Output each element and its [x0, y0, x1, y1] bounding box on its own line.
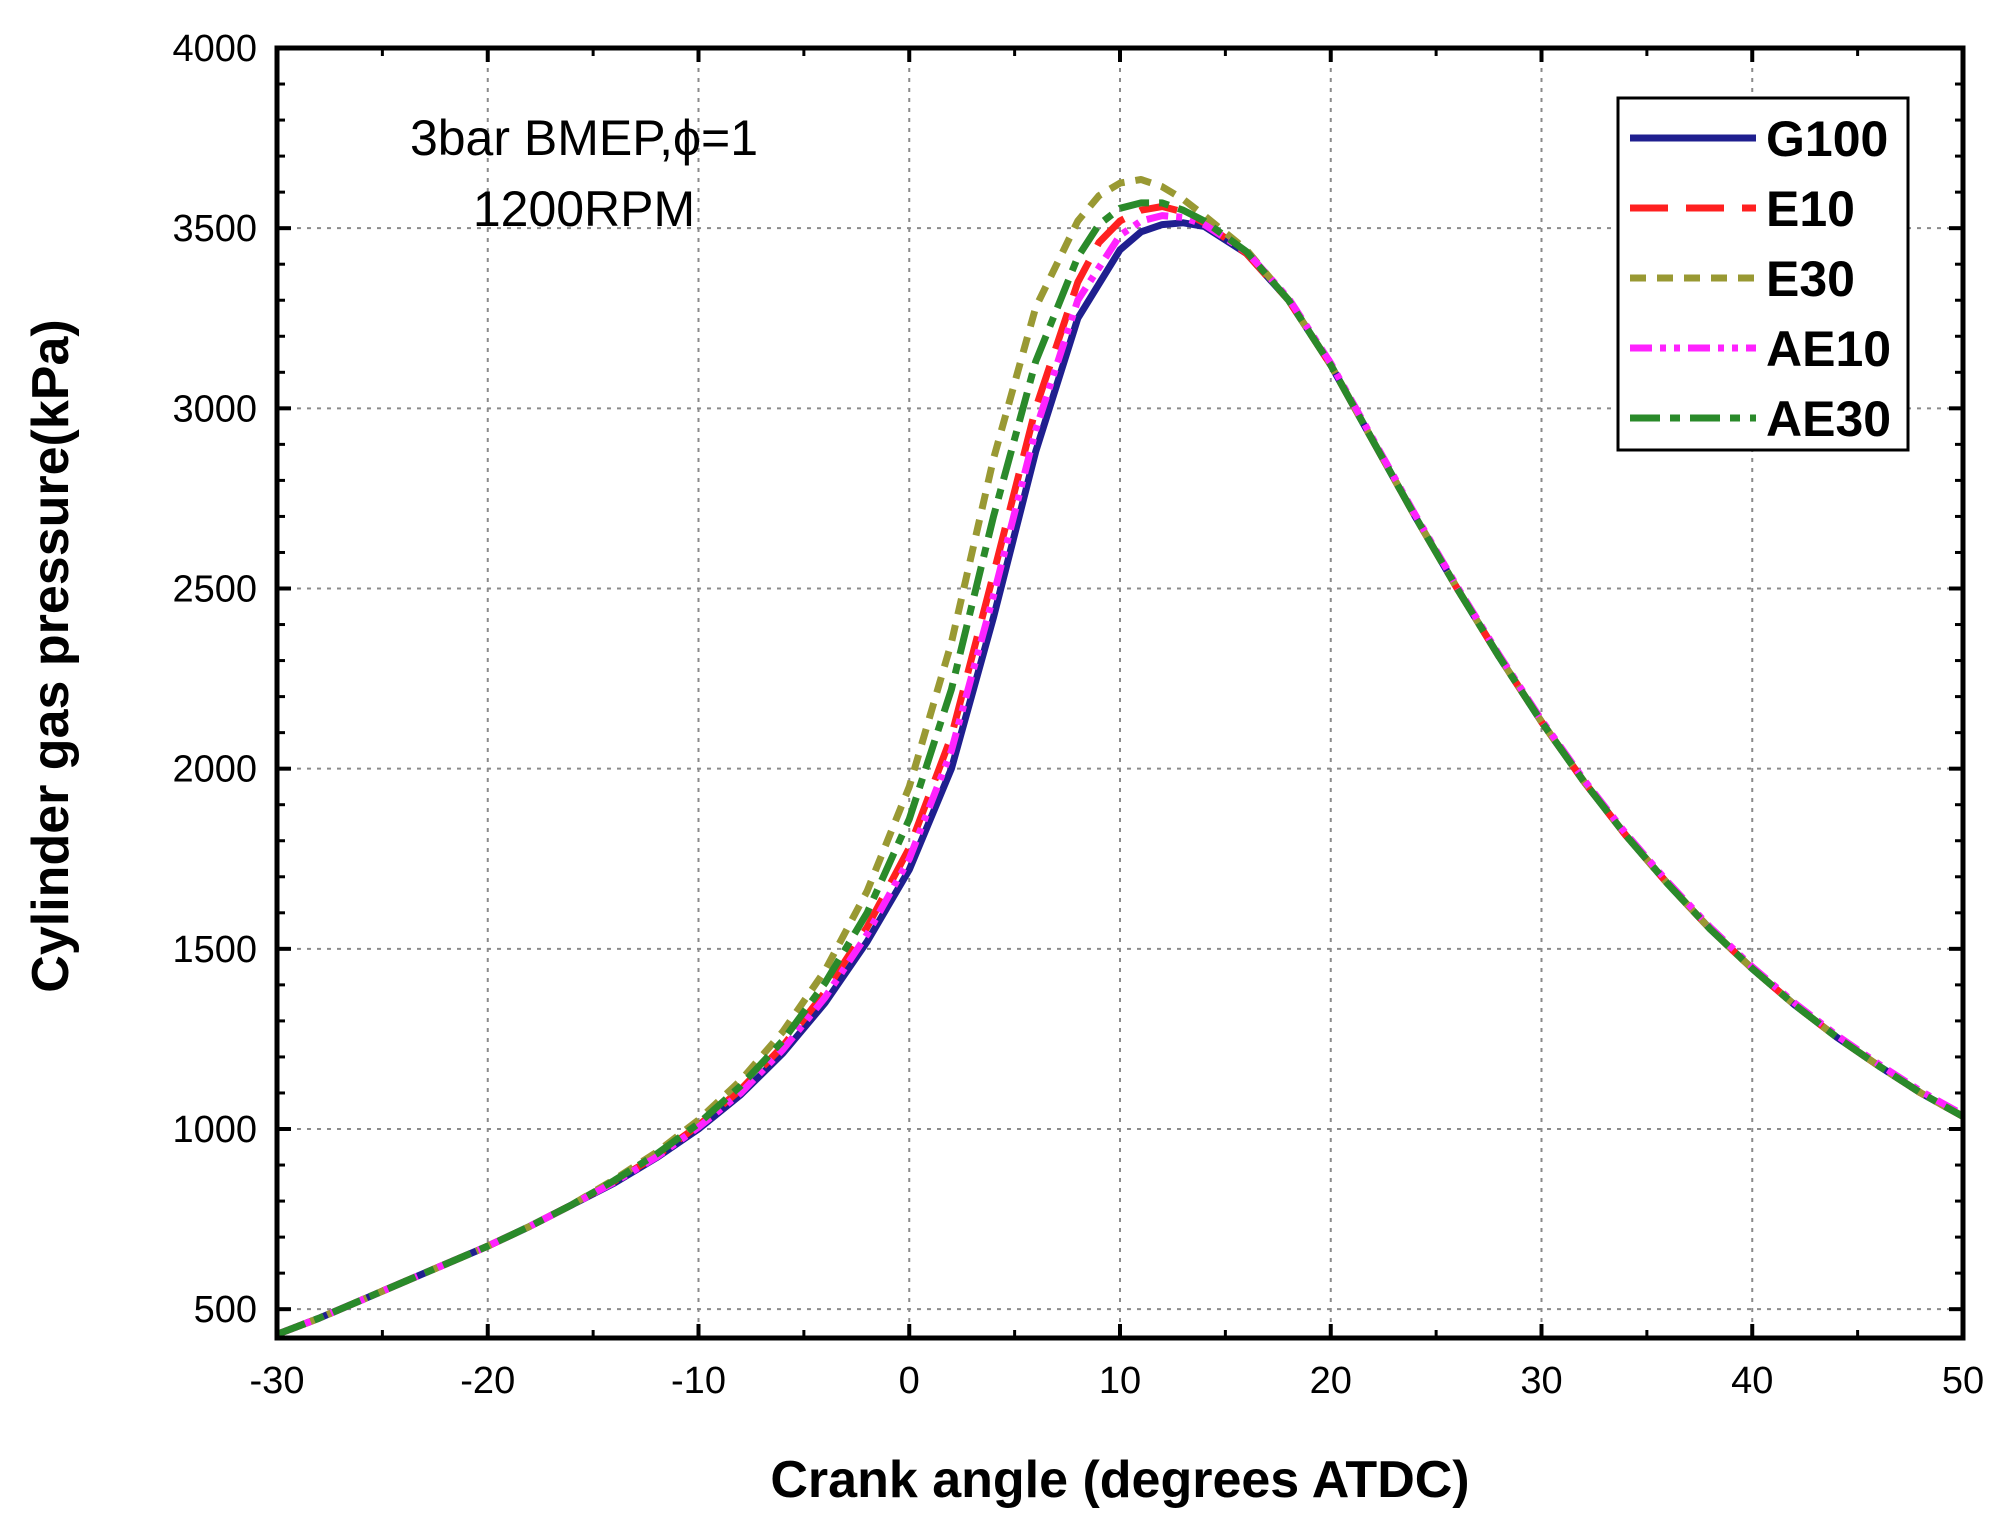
legend-label-ae30: AE30 — [1766, 391, 1891, 447]
x-tick-label: 40 — [1731, 1360, 1773, 1402]
legend-box — [1616, 96, 1910, 452]
legend-label-ae10: AE10 — [1766, 321, 1891, 377]
annotations: 3bar BMEP,ϕ=1 1200RPM — [410, 110, 758, 237]
y-tick-label: 2000 — [172, 749, 257, 791]
x-tick-label: -30 — [250, 1360, 305, 1402]
x-tick-label: -10 — [671, 1360, 726, 1402]
y-tick-label: 500 — [194, 1289, 257, 1331]
legend-label-e30: E30 — [1766, 251, 1855, 307]
y-tick-label: 1500 — [172, 929, 257, 971]
x-tick-label: 10 — [1099, 1360, 1141, 1402]
x-axis-title: Crank angle (degrees ATDC) — [770, 1451, 1469, 1509]
legend-label-g100: G100 — [1766, 111, 1888, 167]
y-tick-label: 3500 — [172, 208, 257, 250]
series-lines — [275, 176, 1965, 1338]
x-tick-label: -20 — [460, 1360, 515, 1402]
y-tick-label: 2500 — [172, 569, 257, 611]
y-tick-label: 4000 — [172, 28, 257, 70]
y-tick-label: 1000 — [172, 1109, 257, 1151]
x-tick-label: 50 — [1942, 1360, 1984, 1402]
series-line-e30 — [275, 176, 1965, 1338]
annotation-rpm: 1200RPM — [473, 181, 695, 237]
grid-lines — [277, 48, 1963, 1338]
legend-label-e10: E10 — [1766, 181, 1855, 237]
legend: G100 E10 E30 AE10 AE30 — [1616, 96, 1910, 452]
x-tick-label: 20 — [1310, 1360, 1352, 1402]
annotation-condition: 3bar BMEP,ϕ=1 — [410, 110, 758, 166]
series-line-ae30 — [275, 199, 1965, 1338]
x-tick-label: 0 — [899, 1360, 920, 1402]
axes: -30 -20 -10 0 10 20 30 40 50 500 1000 1500 2000 2500 3… — [172, 28, 1984, 1402]
y-axis-title: Cylinder gas pressure(kPa) — [22, 319, 80, 992]
y-tick-label: 3000 — [172, 388, 257, 430]
x-tick-label: 30 — [1520, 1360, 1562, 1402]
